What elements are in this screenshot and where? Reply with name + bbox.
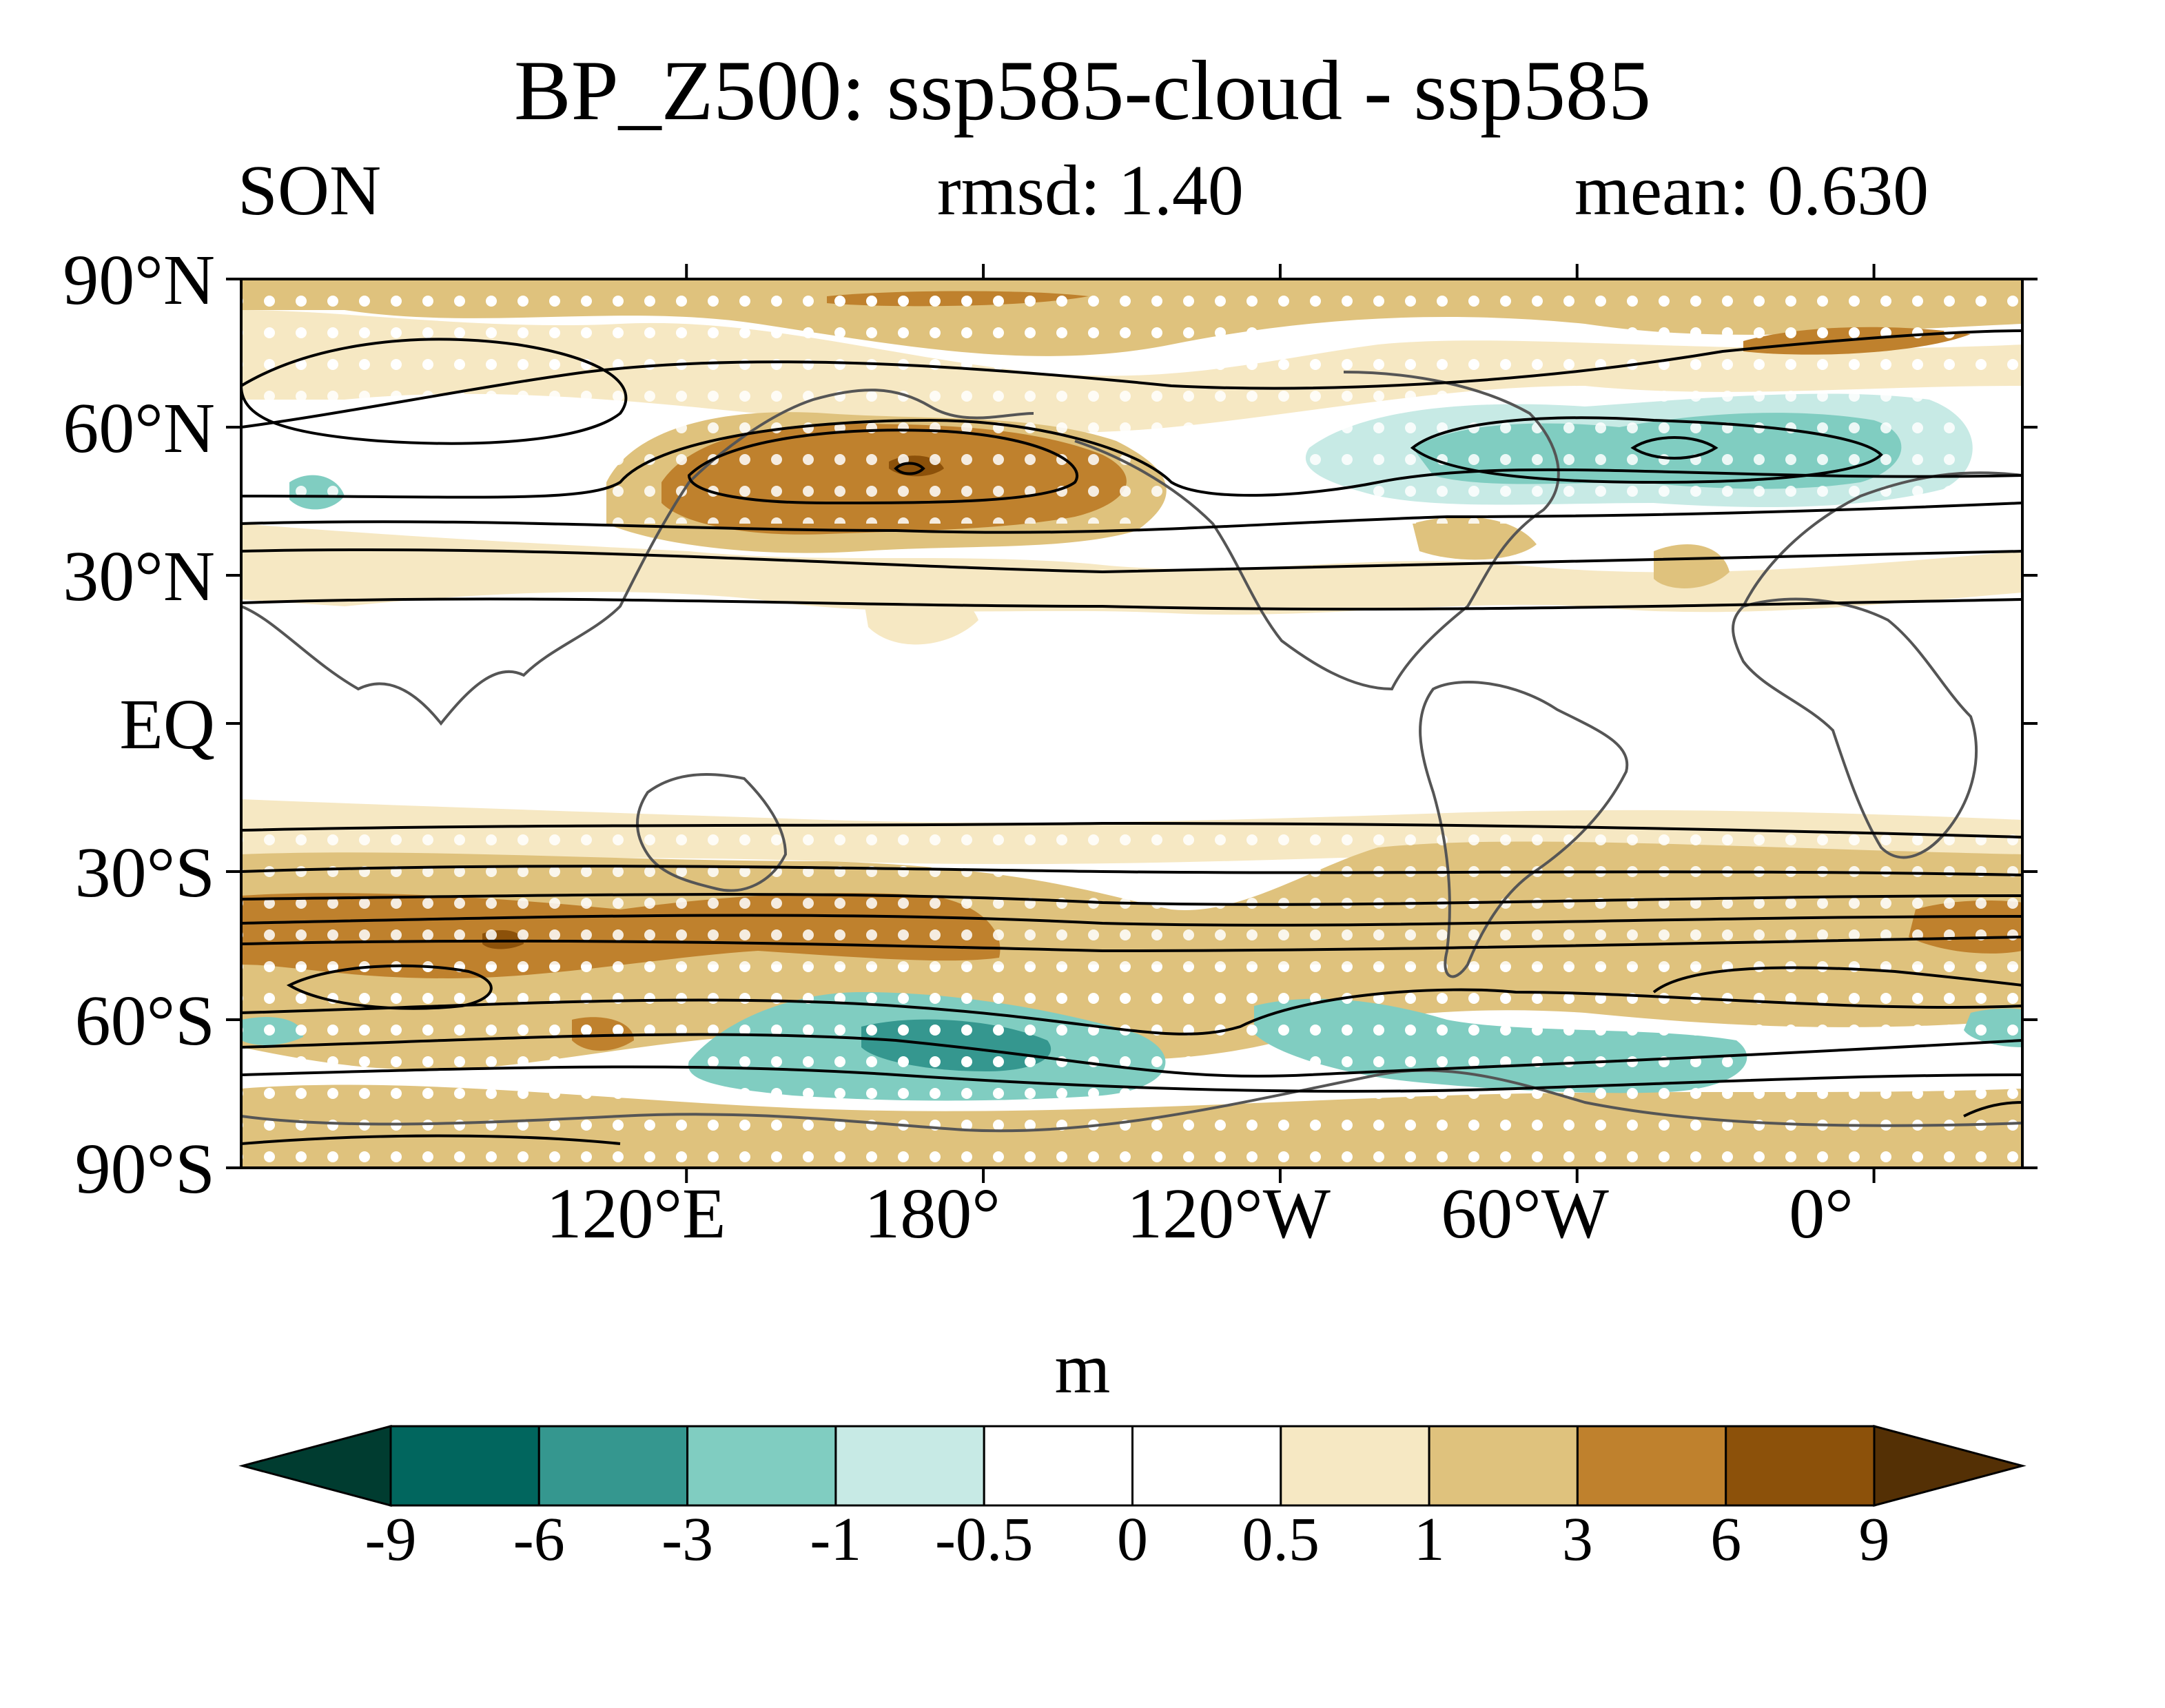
lat-label-90s: 90°S: [74, 1129, 215, 1208]
colorbar-box-4: [983, 1425, 1133, 1507]
contour-nh-eurasia-high: [241, 338, 628, 445]
colorbar-label-10: 9: [1858, 1505, 1890, 1574]
colorbar: [238, 1425, 2027, 1507]
contour-sh-5: [241, 936, 2022, 953]
colorbar-box-6: [1280, 1425, 1430, 1507]
colorbar-label-2: -3: [661, 1505, 714, 1574]
lat-label-eq: EQ: [119, 685, 215, 764]
colorbar-box-8: [1576, 1425, 1727, 1507]
contour-nh-5: [241, 329, 2022, 429]
contour-sh-4: [241, 914, 2022, 927]
contour-nh-1: [241, 597, 2022, 611]
contour-sh-2: [241, 865, 2022, 876]
lat-label-60n: 60°N: [63, 389, 215, 468]
lon-label-0: 0°: [1789, 1174, 1854, 1253]
colorbar-label-1: -6: [513, 1505, 565, 1574]
colorbar-label-4: -0.5: [934, 1505, 1034, 1574]
colorbar-label-3: -1: [810, 1505, 862, 1574]
lat-label-30n: 30°N: [63, 537, 215, 616]
colorbar-upper-extension: [1873, 1425, 2027, 1507]
stipple-sh-high: [241, 965, 2022, 1164]
nh-tan-patch-east-atl: [1654, 544, 1730, 588]
contour-sh-3: [241, 893, 2022, 906]
colorbar-box-3: [834, 1425, 985, 1507]
coast-africa-europe: [1732, 471, 2022, 859]
contour-nh-2: [241, 548, 2022, 574]
colorbar-label-9: 6: [1710, 1505, 1742, 1574]
plot-title: BP_Z500: ssp585-cloud - ssp585: [514, 43, 1651, 138]
contour-nh-pacific-low-core: [894, 462, 925, 475]
contour-nh-north-atlantic-low: [1410, 416, 1883, 484]
colorbar-units: m: [1054, 1329, 1111, 1408]
lon-label-180: 180°: [864, 1174, 1001, 1253]
contour-sh-7: [241, 1033, 2022, 1078]
contour-sh-6: [241, 988, 2022, 1036]
contour-nh-atlantic-low-core: [1630, 436, 1718, 460]
stipple-arctic: [241, 282, 2022, 386]
contour-sh-polar: [241, 1101, 2022, 1145]
rmsd-label: rmsd: 1.40: [937, 151, 1244, 230]
contour-nh-4: [241, 418, 2022, 499]
colorbar-box-1: [537, 1425, 689, 1507]
lon-label-120w: 120°W: [1127, 1174, 1331, 1253]
lon-label-120e: 120°E: [546, 1174, 726, 1253]
contour-sh-indian-low: [286, 964, 493, 1010]
contour-nh-north-pacific-low: [687, 429, 1078, 505]
axis-ticks: [226, 264, 2038, 1183]
nh-pacific-light: [861, 580, 978, 645]
contour-sh-8: [241, 1065, 2022, 1093]
contour-sh-1: [241, 821, 2022, 838]
lon-label-60w: 60°W: [1441, 1174, 1609, 1253]
colorbar-label-6: 0.5: [1242, 1505, 1320, 1574]
colorbar-label-8: 3: [1561, 1505, 1593, 1574]
colorbar-label-0: -9: [365, 1505, 417, 1574]
colorbar-lower-extension: [238, 1425, 392, 1507]
colorbar-box-0: [389, 1425, 540, 1507]
coast-australia: [636, 773, 788, 892]
colorbar-box-9: [1725, 1425, 1876, 1507]
colorbar-box-7: [1428, 1425, 1579, 1507]
climatology-contours: [241, 329, 2022, 1145]
mean-label: mean: 0.630: [1574, 151, 1929, 230]
stipple-nh-midlat: [241, 386, 2022, 524]
colorbar-box-5: [1131, 1425, 1282, 1507]
lat-label-90n: 90°N: [63, 240, 215, 320]
coast-antarctica: [241, 1069, 2022, 1133]
colorbar-label-7: 1: [1413, 1505, 1445, 1574]
contour-nh-3: [241, 502, 2022, 534]
season-label: SON: [238, 151, 382, 230]
lat-label-60s: 60°S: [74, 981, 215, 1060]
lat-label-30s: 30°S: [74, 833, 215, 912]
coastlines: [241, 371, 2022, 1133]
nh-tan-patch-atlantic: [1413, 517, 1537, 560]
contour-sh-atlantic-high: [1652, 966, 2022, 994]
colorbar-label-5: 0: [1117, 1505, 1148, 1574]
coast-asia: [241, 389, 1034, 726]
nh-light-band: [241, 524, 2022, 615]
colorbar-box-2: [686, 1425, 837, 1507]
